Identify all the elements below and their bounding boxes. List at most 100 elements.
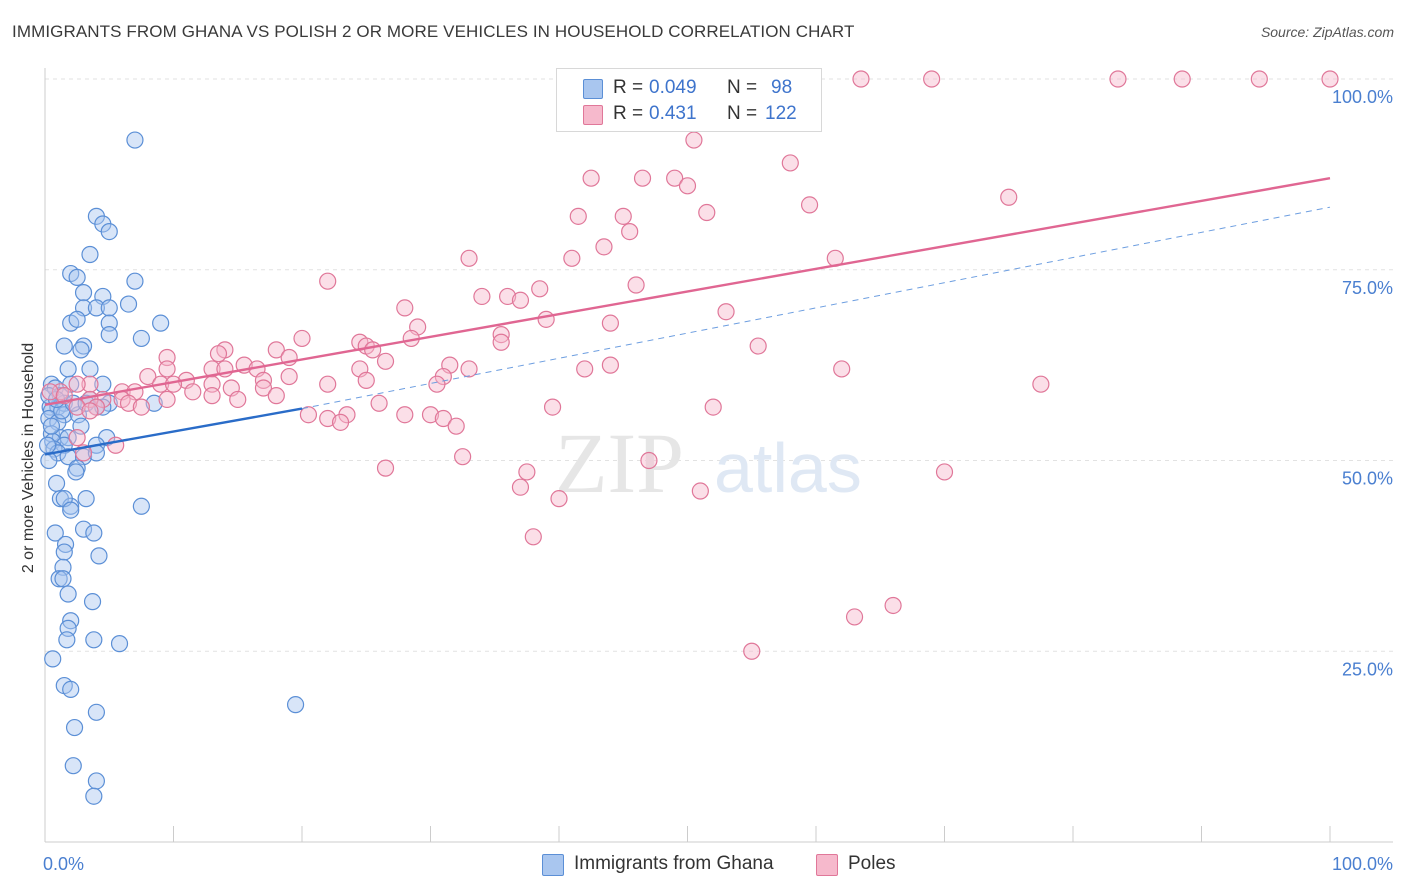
data-point — [331, 413, 350, 431]
data-point — [87, 703, 106, 721]
data-point — [935, 463, 954, 481]
legend-r-label: R = — [613, 103, 644, 124]
legend-label-ghana: Immigrants from Ghana — [574, 853, 774, 874]
data-point — [55, 337, 73, 355]
y-tick-label: 25.0% — [1342, 659, 1393, 679]
data-point — [254, 379, 273, 397]
data-point — [87, 772, 106, 790]
data-point — [518, 463, 536, 481]
data-point — [370, 394, 388, 412]
y-tick-label: 75.0% — [1342, 278, 1393, 298]
data-point — [845, 608, 864, 626]
data-point — [85, 524, 103, 542]
data-point — [698, 203, 716, 222]
data-point — [119, 394, 138, 412]
data-point — [460, 360, 478, 378]
data-point — [511, 291, 530, 309]
data-point — [833, 360, 851, 378]
grid-lines — [45, 78, 1393, 652]
data-point — [376, 459, 395, 477]
data-point — [67, 463, 85, 481]
legend-label-poles: Poles — [848, 853, 896, 874]
data-point — [1109, 70, 1127, 88]
data-point — [800, 196, 819, 214]
trend-lines — [44, 177, 1331, 456]
data-point — [428, 375, 446, 393]
data-point — [743, 642, 761, 660]
data-point — [319, 272, 337, 290]
legend-r-value: 0.431 — [649, 103, 697, 124]
data-point — [923, 70, 941, 88]
axes — [44, 68, 1393, 843]
data-point — [434, 409, 452, 428]
series-poles — [41, 70, 1339, 660]
data-point — [319, 409, 337, 428]
series-immigrants-from-ghana — [38, 131, 305, 805]
data-point — [100, 299, 118, 317]
data-point — [85, 631, 103, 649]
data-point — [884, 596, 902, 615]
data-point — [203, 360, 221, 378]
data-point — [44, 650, 62, 668]
data-point — [139, 367, 157, 386]
data-point — [59, 360, 77, 378]
data-point — [152, 314, 170, 332]
data-point — [1032, 375, 1050, 393]
data-point — [537, 310, 555, 328]
data-point — [126, 272, 144, 290]
y-tick-label: 100.0% — [1332, 87, 1393, 107]
data-point — [704, 398, 722, 416]
data-point — [621, 223, 639, 241]
data-point — [563, 249, 581, 267]
data-point — [543, 398, 562, 416]
data-point — [158, 390, 176, 409]
data-point — [68, 310, 86, 328]
data-point — [421, 406, 440, 424]
data-point — [62, 680, 80, 699]
data-point — [376, 352, 395, 370]
data-point — [203, 387, 221, 405]
data-point — [299, 406, 318, 424]
data-point — [74, 284, 93, 302]
data-point — [576, 360, 594, 378]
data-point — [640, 451, 658, 470]
trend-line-poles — [44, 177, 1331, 406]
data-point — [531, 280, 549, 298]
data-point — [132, 329, 150, 348]
data-point — [614, 207, 632, 225]
y-tick-label: 50.0% — [1342, 469, 1393, 489]
legend-swatch-poles — [816, 854, 838, 876]
data-point — [42, 417, 61, 435]
data-point — [511, 478, 530, 496]
data-point — [1250, 70, 1268, 88]
data-point — [678, 177, 697, 195]
data-point — [267, 341, 285, 359]
legend-n-label: N = — [727, 77, 758, 98]
data-point — [267, 387, 285, 405]
data-point — [691, 482, 709, 500]
data-point — [595, 238, 613, 256]
data-point — [1000, 188, 1018, 206]
data-point — [499, 287, 517, 306]
data-point — [293, 329, 311, 348]
legend-swatch-ghana — [542, 854, 564, 876]
data-point — [126, 131, 144, 149]
data-point — [627, 276, 645, 294]
data-point — [749, 337, 767, 355]
data-point — [81, 375, 99, 393]
data-point — [100, 326, 118, 344]
data-point — [286, 696, 305, 714]
data-point — [601, 356, 620, 374]
data-point — [81, 360, 99, 378]
data-point — [72, 341, 90, 359]
data-point — [87, 299, 106, 317]
data-point — [85, 787, 103, 805]
data-point — [58, 631, 76, 649]
data-point — [184, 383, 202, 401]
data-point — [65, 718, 84, 737]
data-point — [38, 436, 57, 454]
data-point — [81, 402, 99, 420]
legend-n-label: N = — [727, 103, 758, 124]
data-point — [55, 543, 73, 561]
